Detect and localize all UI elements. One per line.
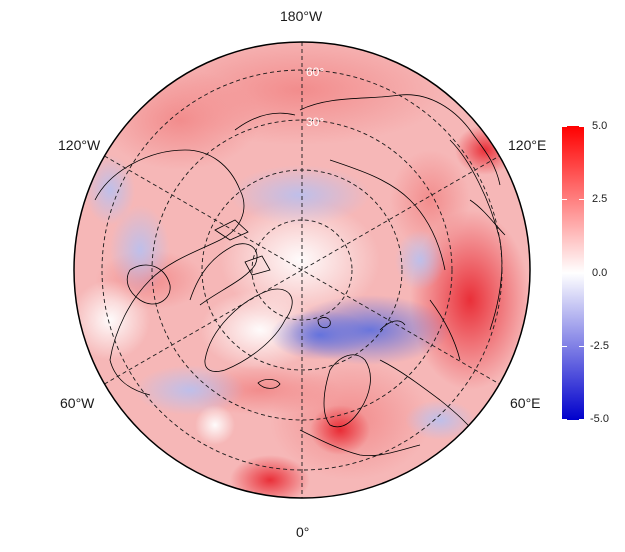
- colorbar-label-neg-2-5: -2.5: [590, 340, 609, 352]
- map-boundary: [73, 41, 531, 499]
- lon-label-0: 0°: [296, 524, 310, 540]
- colorbar: [562, 126, 584, 420]
- lon-label-180w: 180°W: [280, 8, 323, 24]
- lat-label-60: 60°: [306, 65, 324, 79]
- lon-label-120w: 120°W: [58, 137, 101, 153]
- colorbar-label-max: 5.0: [592, 120, 608, 132]
- lon-label-120e: 120°E: [508, 137, 547, 153]
- graticule: [101, 42, 503, 498]
- lon-label-60w: 60°W: [60, 395, 95, 411]
- colorbar-label-2-5: 2.5: [592, 193, 608, 205]
- colorbar-ticks: [562, 126, 584, 420]
- colorbar-label-min: -5.0: [590, 413, 609, 425]
- lon-label-60e: 60°E: [510, 395, 541, 411]
- anomaly-field: [74, 42, 530, 498]
- colorbar-label-0: 0.0: [592, 267, 608, 279]
- lat-label-30: 30°: [306, 115, 324, 129]
